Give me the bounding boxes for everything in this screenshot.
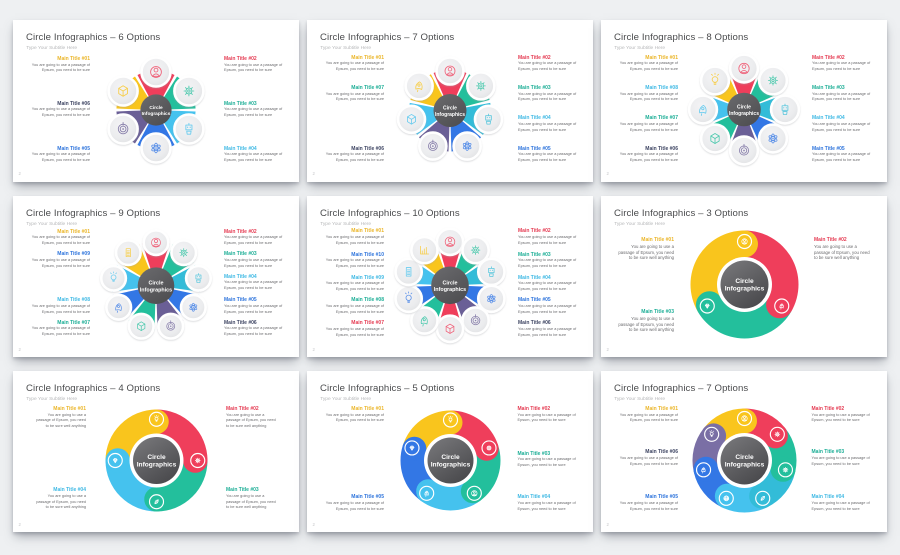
svg-text:Infographics: Infographics	[434, 287, 466, 293]
svg-text:Circle: Circle	[443, 280, 458, 286]
svg-text:Infographics: Infographics	[140, 288, 172, 294]
svg-text:Circle: Circle	[735, 454, 754, 461]
svg-text:Circle: Circle	[441, 454, 460, 461]
svg-text:Infographics: Infographics	[725, 286, 765, 293]
svg-text:Infographics: Infographics	[729, 111, 759, 117]
svg-text:Circle: Circle	[737, 105, 751, 111]
svg-text:Circle: Circle	[149, 281, 164, 287]
svg-text:Circle: Circle	[149, 105, 163, 111]
svg-text:Infographics: Infographics	[137, 462, 177, 469]
svg-text:Infographics: Infographics	[431, 462, 471, 469]
svg-text:Infographics: Infographics	[142, 111, 171, 117]
svg-text:Circle: Circle	[147, 454, 166, 461]
svg-text:Circle: Circle	[735, 278, 754, 285]
svg-text:Infographics: Infographics	[725, 462, 765, 469]
svg-text:Infographics: Infographics	[435, 112, 465, 118]
svg-text:Circle: Circle	[443, 106, 457, 112]
